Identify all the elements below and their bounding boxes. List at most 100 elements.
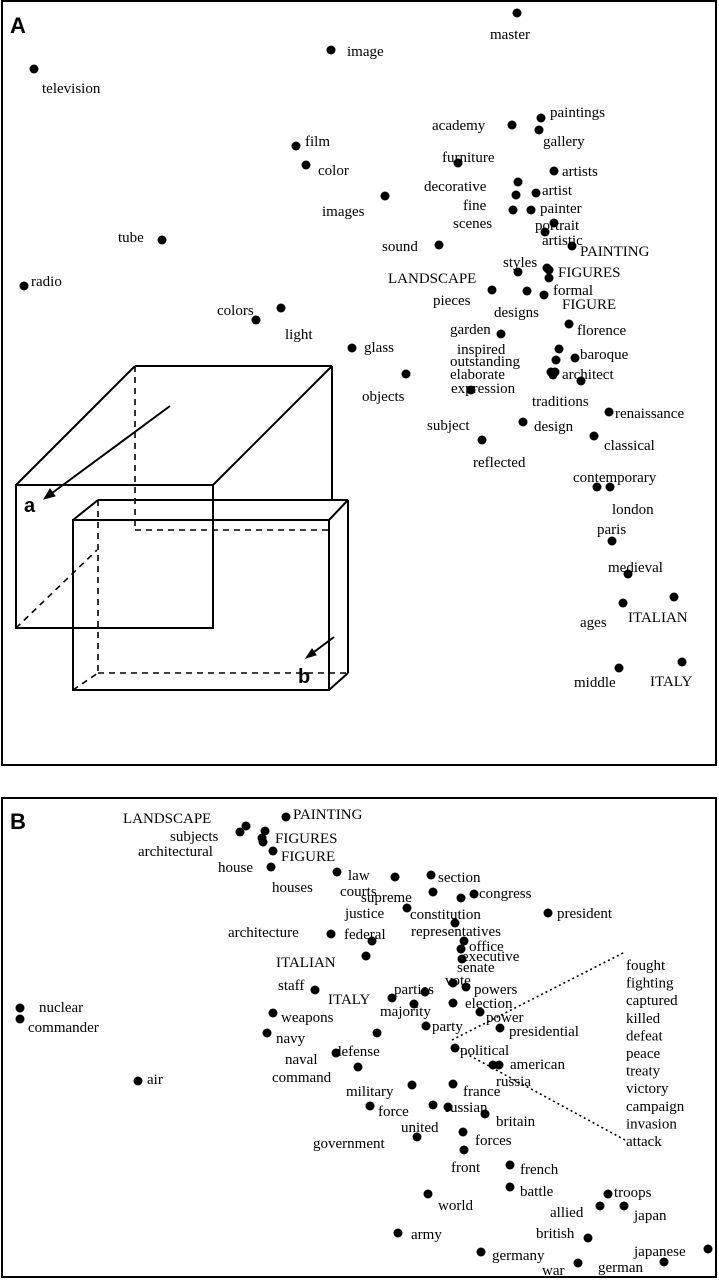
- panel-a-label-expression: expression: [451, 381, 516, 397]
- callout-word-defeat: defeat: [626, 1028, 663, 1044]
- panel-b-label-force: force: [378, 1104, 409, 1120]
- panel-a-label-film: film: [305, 134, 330, 150]
- panel-b-dot-troops: [603, 1189, 613, 1199]
- panel-a-word-objects: objects: [362, 369, 411, 405]
- panel-a-word-scenes: scenes: [453, 205, 518, 232]
- panel-a-word-furniture: furniture: [442, 150, 495, 168]
- panel-b-label-law: law: [348, 868, 370, 884]
- panel-b-label-majority: majority: [380, 1004, 431, 1020]
- panel-b-label-parties: parties: [394, 982, 434, 998]
- panel-b-label-russian: russian: [445, 1100, 488, 1116]
- panel-b-dot-russian: [428, 1100, 438, 1110]
- panel-a-dot-glass: [347, 343, 357, 353]
- panel-b-label-war: war: [542, 1263, 565, 1279]
- panel-a-dot-landscape: [513, 267, 523, 277]
- panel-b-label-constitution: constitution: [410, 907, 481, 923]
- panel-a-dot-designs: [522, 286, 532, 296]
- panel-a-label-gallery: gallery: [543, 134, 585, 150]
- panel-b-label-federal: federal: [344, 927, 386, 943]
- panel-b-dot-french: [505, 1160, 515, 1170]
- panel-b-dot-executive: [456, 944, 466, 954]
- panel-b-dot-architecture: [326, 929, 336, 939]
- panel-a-word-fine: fine: [463, 190, 521, 214]
- panel-a-label-image: image: [347, 44, 384, 60]
- panel-b-label-architecture: architecture: [228, 925, 299, 941]
- panel-b-word-weapons: weapons: [268, 1008, 334, 1026]
- panel-a-word-ages: ages: [580, 598, 628, 631]
- panel-b-word-president: president: [543, 906, 613, 922]
- panel-a-dot-portrait: [549, 218, 559, 228]
- panel-a-word-figures: FIGURES: [544, 265, 621, 281]
- panel-b-dot-representatives: [450, 918, 460, 928]
- panel-a-label-reflected: reflected: [473, 455, 526, 471]
- panel-a-label-objects: objects: [362, 389, 405, 405]
- panel-a-word-medieval: medieval: [608, 560, 663, 579]
- panel-a-dot-outstanding: [551, 355, 561, 365]
- panel-a-dot-classical: [589, 431, 599, 441]
- panel-a-label-artists: artists: [562, 164, 598, 180]
- panel-b-word-navy: navy: [262, 1028, 306, 1047]
- panel-b-dot-house: [268, 846, 278, 856]
- panel-a-label-radio: radio: [31, 274, 62, 290]
- panel-b-dot-section: [390, 872, 400, 882]
- panel-b-word-britain: britain: [480, 1109, 536, 1130]
- panel-a-label-paintings: paintings: [550, 105, 605, 121]
- panel-a-label-glass: glass: [364, 340, 394, 356]
- panel-b-word-subjects: subjects: [170, 827, 245, 845]
- panel-b-dot-party: [421, 1021, 431, 1031]
- panel-a-word-painter: painter: [526, 201, 582, 217]
- panel-a-word-traditions: traditions: [532, 376, 589, 410]
- callout-word-attack: attack: [626, 1134, 662, 1150]
- panel-a-dot-master: [512, 8, 522, 18]
- arrow-a-head: [42, 488, 56, 500]
- panel-a-label-landscape: LANDSCAPE: [388, 271, 476, 287]
- panel-a-label-london: london: [612, 502, 654, 518]
- panel-b-label-forces: forces: [475, 1133, 512, 1149]
- panel-b-dot-political: [450, 1043, 460, 1053]
- panel-b-word-section: section: [390, 870, 481, 886]
- panel-b-label-congress: congress: [479, 886, 532, 902]
- panel-a-word-light: light: [276, 303, 313, 343]
- panel-a-word-styles: styles: [503, 255, 552, 273]
- panel-b-label-defense: defense: [334, 1044, 380, 1060]
- panel-a-word-gallery: gallery: [534, 125, 585, 150]
- panel-b-word-force: force: [365, 1101, 409, 1120]
- panel-a-dot-reflected: [477, 435, 487, 445]
- panel-b-dot-landscape: [241, 821, 251, 831]
- panel-b-word-powers: powers: [461, 982, 517, 998]
- panel-b-words: LANDSCAPE PAINTING subjects FIGURES architec…: [15, 807, 713, 1279]
- panel-a-word-images: images: [322, 191, 390, 220]
- panel-a-word-middle: middle: [574, 663, 624, 691]
- panel-b-dot-senate: [457, 954, 467, 964]
- panel-a-dot-formal: [544, 273, 554, 283]
- panel-a-label-color: color: [318, 163, 349, 179]
- panel-b-label-japan: japan: [633, 1208, 667, 1224]
- panel-b-dot-painting: [281, 812, 291, 822]
- panel-b-dot-japanese: [703, 1244, 713, 1254]
- panel-b-label-commander: commander: [28, 1020, 99, 1036]
- panel-a-label-colors: colors: [217, 303, 254, 319]
- callout-word-captured: captured: [626, 993, 678, 1009]
- panel-b-dot-vote: [448, 978, 458, 988]
- callout-word-campaign: campaign: [626, 1099, 685, 1115]
- panel-a-label-pieces: pieces: [433, 293, 471, 309]
- panel-a-label-inspired: inspired: [457, 342, 506, 358]
- panel-b-label-military: military: [346, 1084, 394, 1100]
- panel-a-label-figures: FIGURES: [558, 265, 621, 281]
- panel-b-dot-force: [365, 1101, 375, 1111]
- panel-b-dot-forces: [458, 1127, 468, 1137]
- panel-a-word-paintings: paintings: [536, 105, 605, 123]
- panel-b-dot-staff: [310, 985, 320, 995]
- panel-a-label-subject: subject: [427, 418, 470, 434]
- panel-a-dot-sound: [434, 240, 444, 250]
- panel-a-label-middle: middle: [574, 675, 616, 691]
- panel-b-dot-majority: [409, 999, 419, 1009]
- panel-a-dot-figures: [544, 265, 554, 275]
- panel-a-dot-decorative: [513, 177, 523, 187]
- panel-b-word-senate: senate: [457, 954, 495, 976]
- panel-a-word-garden: garden: [450, 322, 506, 339]
- panel-b-word-house: house: [218, 846, 278, 876]
- panel-a-label-paris: paris: [597, 522, 626, 538]
- panel-b-dot-army: [393, 1228, 403, 1238]
